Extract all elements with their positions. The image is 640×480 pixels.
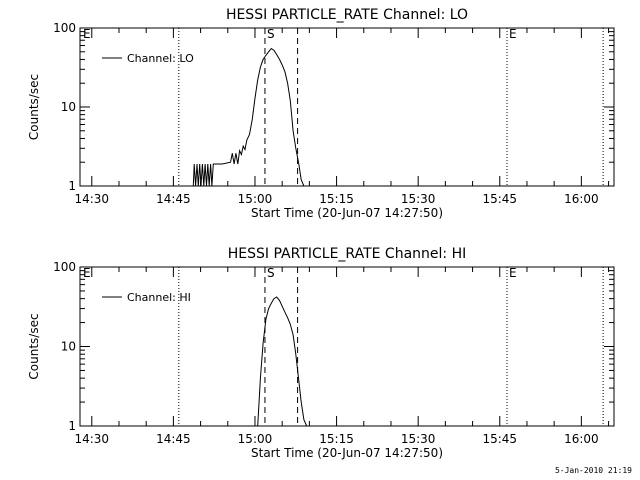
- x-tick-label: 16:00: [564, 432, 599, 446]
- y-tick-label: 100: [53, 21, 76, 35]
- event-marker-label: S: [267, 266, 275, 280]
- y-axis-label: Counts/sec: [27, 313, 41, 379]
- chart-panel-1: HESSI PARTICLE_RATE Channel: LO 1 10 100 14:…: [27, 7, 615, 220]
- x-axis-label: Start Time (20-Jun-07 14:27:50): [251, 206, 443, 220]
- x-tick-label: 15:00: [238, 192, 273, 206]
- chart-title: HESSI PARTICLE_RATE Channel: LO: [226, 7, 468, 23]
- x-tick-label: 14:45: [156, 432, 191, 446]
- x-tick-label: 15:45: [482, 432, 517, 446]
- x-tick-label: 15:30: [401, 432, 436, 446]
- x-tick-label: 15:15: [319, 192, 354, 206]
- event-marker-label: E: [83, 266, 91, 280]
- chart-panel-2: HESSI PARTICLE_RATE Channel: HI 1 10 100 14:…: [27, 246, 615, 460]
- legend-label: Channel: HI: [127, 291, 191, 304]
- x-tick-label: 15:15: [319, 432, 354, 446]
- y-tick-label: 1: [68, 419, 76, 433]
- y-tick-label: 10: [61, 340, 76, 354]
- event-marker-label: E: [509, 266, 517, 280]
- series-line: [257, 296, 308, 427]
- legend-label: Channel: LO: [127, 52, 194, 65]
- event-marker-label: E: [83, 27, 91, 41]
- event-marker-label: E: [509, 27, 517, 41]
- x-tick-label: 15:30: [401, 192, 436, 206]
- y-tick-label: 1: [68, 179, 76, 193]
- event-marker-label: S: [267, 27, 275, 41]
- chart-title: HESSI PARTICLE_RATE Channel: HI: [228, 246, 466, 262]
- x-tick-label: 16:00: [564, 192, 599, 206]
- x-tick-label: 14:30: [74, 192, 109, 206]
- plot-timestamp: 5-Jan-2010 21:19: [554, 466, 632, 475]
- y-tick-label: 10: [61, 100, 76, 114]
- series-line: [167, 47, 308, 187]
- x-tick-label: 14:45: [156, 192, 191, 206]
- x-tick-label: 14:30: [74, 432, 109, 446]
- x-tick-label: 15:45: [482, 192, 517, 206]
- y-tick-label: 100: [53, 260, 76, 274]
- y-axis-label: Counts/sec: [27, 74, 41, 140]
- x-axis-label: Start Time (20-Jun-07 14:27:50): [251, 446, 443, 460]
- x-tick-label: 15:00: [238, 432, 273, 446]
